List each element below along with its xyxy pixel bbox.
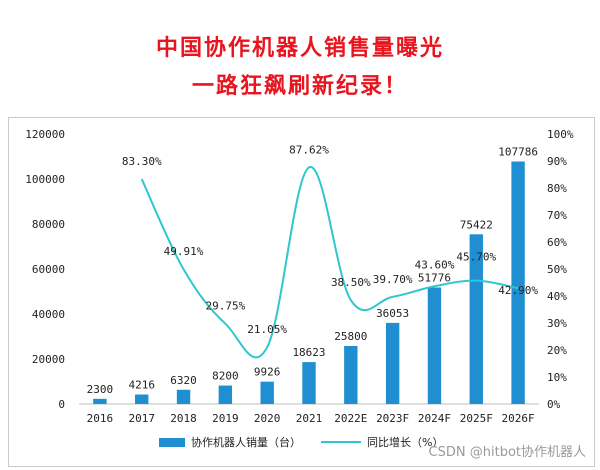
bar <box>93 398 107 404</box>
y-left-tick-label: 100000 <box>25 173 65 186</box>
chart-title-line-1: 中国协作机器人销售量曝光 <box>155 36 444 61</box>
line-data-label: 21.05% <box>247 323 287 336</box>
bar-data-label: 6320 <box>170 374 197 387</box>
growth-line <box>140 166 519 359</box>
x-tick-label: 2018 <box>170 412 197 425</box>
bar-data-label: 2300 <box>87 383 114 396</box>
watermark-text: CSDN @hitbot协作机器人 <box>428 445 586 460</box>
y-left-tick-label: 0 <box>58 398 65 411</box>
bar-data-label: 36053 <box>376 307 409 320</box>
line-data-label: 42.90% <box>498 284 538 297</box>
bar <box>385 322 400 404</box>
y-right-tick-label: 30% <box>547 317 567 330</box>
chart-panel: 0 20000 40000 60000 80000 100000 120000 0% 10% 20… <box>8 117 595 467</box>
y-right-tick-label: 80% <box>547 182 567 195</box>
bar <box>260 381 274 404</box>
line-data-label: 29.75% <box>205 300 245 313</box>
y-left-tick-label: 60000 <box>32 263 65 276</box>
line-data-label: 45.70% <box>456 251 496 264</box>
bar-data-label: 18623 <box>292 346 325 359</box>
y-right-tick-label: 40% <box>547 290 567 303</box>
bar <box>469 234 483 404</box>
x-tick-label: 2019 <box>212 412 239 425</box>
x-tick-label: 2021 <box>296 412 323 425</box>
legend-bar-swatch <box>159 438 185 447</box>
bar <box>135 394 149 404</box>
bar-data-label: 8200 <box>212 370 239 383</box>
bar-data-label: 4216 <box>128 379 155 392</box>
bar-data-label: 51776 <box>418 272 451 285</box>
chart-title-line-2: 一路狂飙刷新纪录！ <box>191 74 408 99</box>
line-data-label: 38.50% <box>331 276 371 289</box>
x-tick-label: 2020 <box>254 412 281 425</box>
x-tick-label: 2025F <box>460 412 493 425</box>
x-tick-label: 2017 <box>128 412 155 425</box>
y-right-tick-label: 100% <box>547 128 574 141</box>
legend-bar-label: 协作机器人销量（台） <box>191 435 301 449</box>
y-right-tick-label: 70% <box>547 209 567 222</box>
y-right-tick-label: 0% <box>547 398 561 411</box>
x-tick-label: 2023F <box>376 412 409 425</box>
bar-data-label: 25800 <box>334 330 367 343</box>
combo-chart: 0 20000 40000 60000 80000 100000 120000 0% 10% 20… <box>25 128 574 449</box>
y-left-tick-label: 80000 <box>32 218 65 231</box>
line-data-label: 39.70% <box>373 273 413 286</box>
x-tick-label: 2024F <box>418 412 451 425</box>
x-tick-label: 2022E <box>334 412 367 425</box>
x-tick-label: 2026F <box>502 412 535 425</box>
line-data-label: 49.91% <box>164 245 204 258</box>
y-left-tick-label: 20000 <box>32 353 65 366</box>
bar <box>218 385 233 404</box>
y-right-tick-label: 90% <box>547 155 567 168</box>
y-left-tick-label: 120000 <box>25 128 65 141</box>
bar <box>511 161 525 404</box>
line-data-label: 43.60% <box>415 258 455 271</box>
y-left-tick-label: 40000 <box>32 308 65 321</box>
y-right-tick-label: 20% <box>547 344 567 357</box>
line-data-label: 87.62% <box>289 143 329 156</box>
bar <box>344 345 358 404</box>
bar-data-label: 9926 <box>254 366 281 379</box>
legend-line-label: 同比增长（%） <box>367 435 443 449</box>
bar <box>427 287 442 404</box>
y-right-tick-label: 50% <box>547 263 567 276</box>
bar <box>302 362 316 404</box>
bar-data-label: 107786 <box>498 145 538 158</box>
bar-data-label: 75422 <box>460 218 493 231</box>
x-tick-label: 2016 <box>87 412 114 425</box>
bar <box>176 389 191 404</box>
y-right-tick-label: 10% <box>547 371 567 384</box>
line-data-label: 83.30% <box>122 155 162 168</box>
y-right-tick-label: 60% <box>547 236 567 249</box>
